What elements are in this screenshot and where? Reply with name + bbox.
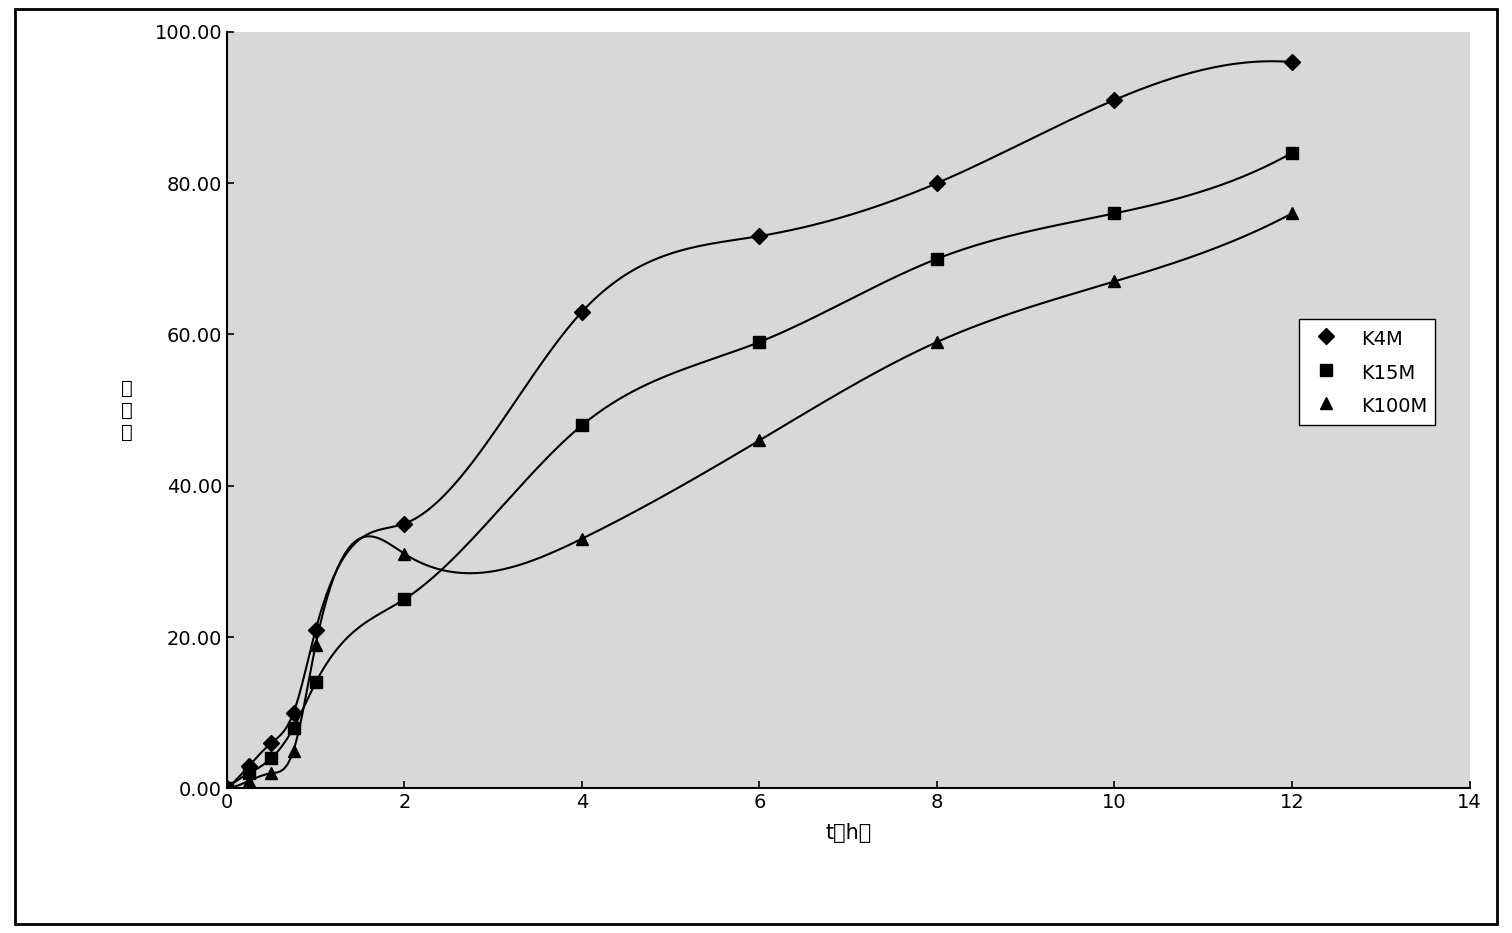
- K100M: [750, 435, 768, 446]
- K4M: [928, 177, 947, 188]
- Legend: K4M, K15M, K100M: K4M, K15M, K100M: [1299, 319, 1435, 425]
- K15M: [218, 783, 236, 794]
- K100M: [284, 745, 302, 756]
- K4M: [307, 624, 325, 635]
- Line: K4M: K4M: [221, 57, 1297, 794]
- K15M: [750, 337, 768, 348]
- K15M: [1105, 208, 1123, 219]
- K100M: [1282, 208, 1300, 219]
- K4M: [1282, 57, 1300, 68]
- Y-axis label: 溶
出
度: 溶 出 度: [121, 379, 133, 441]
- K15M: [1282, 147, 1300, 159]
- K15M: [284, 722, 302, 733]
- K15M: [396, 593, 414, 605]
- K15M: [240, 768, 259, 779]
- K4M: [240, 760, 259, 772]
- K100M: [307, 639, 325, 650]
- K15M: [262, 753, 280, 764]
- K15M: [573, 420, 591, 431]
- Line: K100M: K100M: [221, 208, 1297, 794]
- K4M: [750, 230, 768, 242]
- K4M: [218, 783, 236, 794]
- K100M: [928, 337, 947, 348]
- K100M: [1105, 276, 1123, 287]
- K100M: [218, 783, 236, 794]
- K4M: [396, 518, 414, 529]
- Line: K15M: K15M: [221, 147, 1297, 794]
- K100M: [573, 533, 591, 544]
- K4M: [573, 306, 591, 317]
- K100M: [396, 549, 414, 560]
- K100M: [240, 775, 259, 787]
- K4M: [1105, 94, 1123, 105]
- X-axis label: t（h）: t（h）: [826, 823, 871, 843]
- K15M: [928, 253, 947, 264]
- K4M: [262, 737, 280, 748]
- K15M: [307, 676, 325, 688]
- K100M: [262, 768, 280, 779]
- K4M: [284, 707, 302, 718]
